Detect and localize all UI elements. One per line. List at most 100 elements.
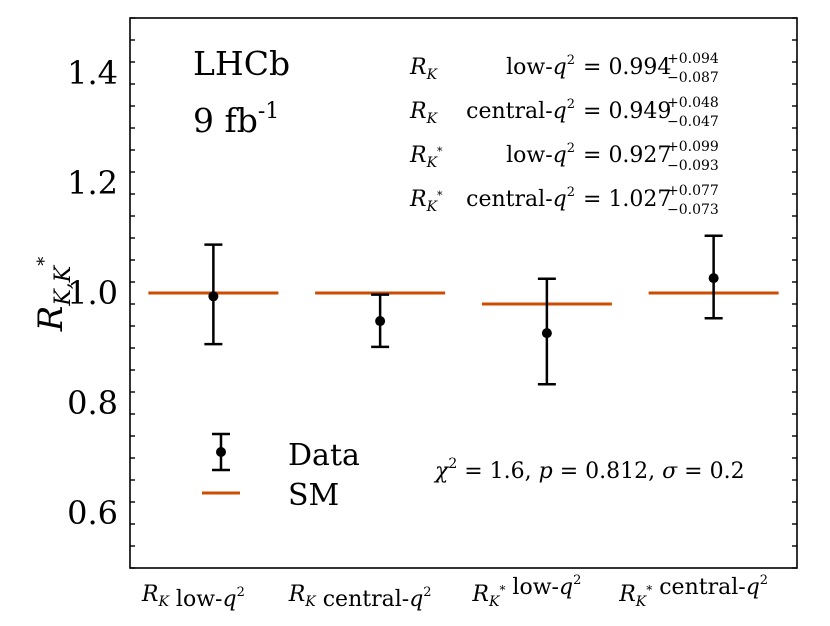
fit-chi-exponent: 2 xyxy=(448,456,457,472)
x-label-text: central- xyxy=(316,587,409,612)
legend-data-marker xyxy=(216,447,226,457)
x-label-qsup: 2 xyxy=(573,573,581,588)
x-label-base: R xyxy=(618,582,636,607)
fit-summary: χ2 = 1.6, p = 0.812, σ = 0.2 xyxy=(433,456,745,484)
x-label-q: q xyxy=(746,575,760,600)
result-range-text: low- xyxy=(506,55,553,80)
x-label-q: q xyxy=(222,587,236,612)
x-category-label: RK central-q2 xyxy=(288,582,432,612)
data-point xyxy=(208,291,219,302)
x-label-base: R xyxy=(141,582,159,607)
result-central-value: 0.994 xyxy=(608,55,671,80)
result-eq: = xyxy=(583,99,608,124)
result-observable: RK xyxy=(409,99,439,127)
result-observable: RK* xyxy=(409,187,443,215)
legend: Data SM xyxy=(202,432,360,513)
fit-chi-value: = 1.6, xyxy=(457,459,538,484)
x-label-sub: K xyxy=(488,594,501,610)
legend-data-label: Data xyxy=(288,438,360,473)
result-range: low-q2 xyxy=(506,53,575,80)
x-label-text: low- xyxy=(505,575,559,600)
result-obs-base: R xyxy=(409,55,427,80)
y-axis-ticks xyxy=(130,17,797,569)
x-label-sub: K xyxy=(635,594,648,610)
result-range-q: q xyxy=(553,143,567,168)
result-obs-base: R xyxy=(409,143,427,168)
luminosity-value: 9 fb xyxy=(193,101,258,140)
y-axis-label-sub: K,K xyxy=(51,264,76,306)
result-range-text: central- xyxy=(466,99,552,124)
result-obs-sub: K xyxy=(426,67,439,83)
fit-sigma-symbol: σ xyxy=(662,459,678,484)
x-label-q: q xyxy=(409,587,423,612)
result-err-minus: −0.073 xyxy=(667,202,719,218)
x-label-q: q xyxy=(559,575,573,600)
result-eq: = xyxy=(583,187,608,212)
x-label-sup: * xyxy=(646,583,652,597)
data-point xyxy=(708,273,719,284)
y-tick-label: 1.0 xyxy=(67,274,118,312)
result-value: = 0.949 xyxy=(583,99,671,124)
result-range-qsup: 2 xyxy=(567,53,575,68)
result-range-qsup: 2 xyxy=(567,97,575,112)
result-err-minus: −0.093 xyxy=(667,158,719,174)
data-points xyxy=(204,234,723,386)
result-range: central-q2 xyxy=(466,97,575,124)
x-label-sub: K xyxy=(304,594,317,610)
y-tick-label: 1.4 xyxy=(67,54,118,92)
luminosity-exponent: -1 xyxy=(258,99,279,124)
fit-p-value: = 0.812, xyxy=(553,459,662,484)
x-label-text: low- xyxy=(169,587,223,612)
result-err-plus: +0.099 xyxy=(667,139,719,155)
result-obs-sub: K xyxy=(426,199,439,215)
result-value: = 1.027 xyxy=(583,187,671,212)
x-label-sub: K xyxy=(157,594,170,610)
luminosity-label: 9 fb-1 xyxy=(193,99,279,140)
y-tick-label: 0.8 xyxy=(67,384,118,422)
y-axis-label-base: R xyxy=(31,306,71,333)
x-label-text: central- xyxy=(652,575,745,600)
result-range-qsup: 2 xyxy=(567,185,575,200)
result-range: central-q2 xyxy=(466,185,575,212)
fit-p-symbol: p xyxy=(539,459,553,484)
result-value: = 0.927 xyxy=(583,143,671,168)
result-err-plus: +0.048 xyxy=(667,95,719,111)
x-label-sup: * xyxy=(499,583,505,597)
result-range-q: q xyxy=(553,187,567,212)
result-range-text: central- xyxy=(466,187,552,212)
x-label-base: R xyxy=(471,582,489,607)
result-range-q: q xyxy=(553,99,567,124)
result-obs-sup: * xyxy=(437,189,443,202)
result-obs-base: R xyxy=(409,187,427,212)
x-label-qsup: 2 xyxy=(237,585,245,600)
fit-chi-symbol: χ xyxy=(433,459,450,484)
result-obs-sup: * xyxy=(437,145,443,158)
result-range-q: q xyxy=(553,55,567,80)
result-err-plus: +0.077 xyxy=(667,183,719,199)
result-central-value: 0.949 xyxy=(608,99,671,124)
y-axis-label-sup: * xyxy=(34,257,55,266)
result-err-minus: −0.047 xyxy=(667,114,719,130)
result-observable: RK xyxy=(409,55,439,83)
x-label-qsup: 2 xyxy=(423,585,431,600)
result-err-minus: −0.087 xyxy=(667,70,719,86)
result-obs-sub: K xyxy=(426,111,439,127)
y-tick-label: 0.6 xyxy=(67,494,118,532)
result-observable: RK* xyxy=(409,143,443,171)
result-obs-sub: K xyxy=(426,155,439,171)
x-category-label: RK* low-q2 xyxy=(471,573,581,610)
x-label-base: R xyxy=(288,582,306,607)
result-err-plus: +0.094 xyxy=(667,51,719,67)
y-tick-label: 1.2 xyxy=(67,164,118,202)
result-obs-base: R xyxy=(409,99,427,124)
x-label-qsup: 2 xyxy=(760,573,768,588)
legend-sm-label: SM xyxy=(288,478,339,513)
plot-frame xyxy=(129,17,798,569)
fit-sigma-value: = 0.2 xyxy=(677,459,744,484)
sm-prediction-lines xyxy=(148,291,779,306)
experiment-label: LHCb xyxy=(193,44,290,83)
result-value: = 0.994 xyxy=(583,55,671,80)
result-central-value: 0.927 xyxy=(608,143,671,168)
